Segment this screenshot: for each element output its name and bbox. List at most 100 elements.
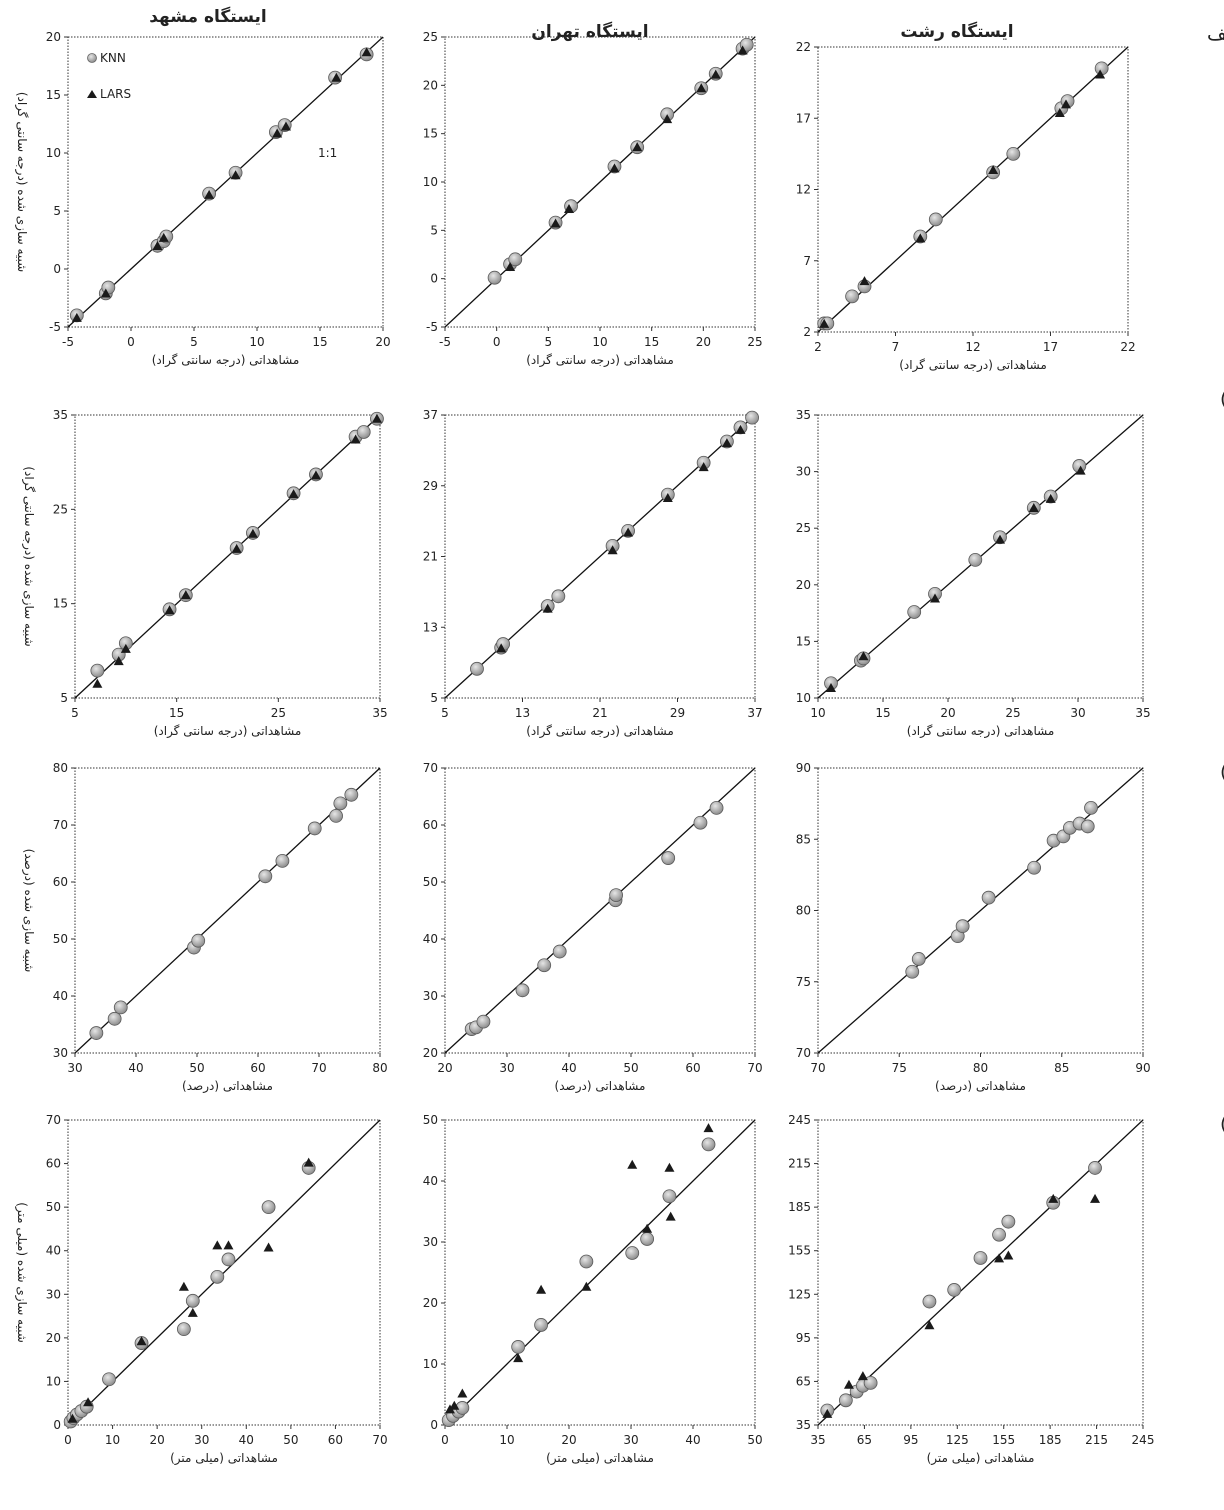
x-tick-label: 29 — [670, 706, 685, 720]
y-tick-label: 13 — [423, 620, 438, 634]
y-tick-label: 10 — [423, 1357, 438, 1371]
x-tick-label: 10 — [249, 335, 264, 349]
lars-point — [1090, 1193, 1101, 1203]
y-tick-label: 35 — [796, 1418, 811, 1432]
x-tick-label: 20 — [940, 706, 955, 720]
y-tick-label: 85 — [796, 832, 811, 846]
lars-point — [178, 1281, 189, 1291]
knn-point — [922, 1294, 937, 1309]
x-tick-label: 10 — [499, 1433, 514, 1447]
knn-point — [947, 1283, 962, 1297]
plot-area-border — [74, 767, 381, 1054]
x-tick-label: 50 — [747, 1433, 762, 1447]
x-axis-label: مشاهداتی (درصد) — [182, 1079, 273, 1094]
y-tick-label: 50 — [423, 1113, 438, 1127]
y-tick-label: 2 — [803, 325, 811, 339]
x-tick-label: 35 — [1135, 706, 1150, 720]
knn-point — [508, 252, 523, 267]
knn-point — [329, 808, 343, 823]
y-tick-label: 30 — [423, 1235, 438, 1249]
y-tick-label: 0 — [53, 1418, 61, 1432]
y-tick-label: 40 — [423, 1174, 438, 1188]
lars-point — [230, 170, 241, 180]
x-tick-label: 215 — [1085, 1433, 1108, 1447]
x-tick-label: 20 — [375, 335, 390, 349]
x-tick-label: 25 — [747, 335, 762, 349]
lars-point — [662, 493, 673, 503]
x-tick-label: 0 — [64, 1433, 72, 1447]
one-to-one-line — [817, 767, 1144, 1054]
lars-point — [120, 643, 131, 653]
knn-point — [344, 787, 359, 802]
y-tick-label: 245 — [788, 1113, 811, 1127]
row-label-d: د ) — [1220, 1113, 1224, 1135]
lars-point — [995, 534, 1005, 544]
knn-point — [185, 1293, 200, 1308]
knn-point — [662, 1189, 677, 1204]
lars-point — [371, 413, 382, 423]
lars-point — [204, 189, 215, 199]
one-to-one-line — [444, 767, 756, 1054]
y-tick-label: 20 — [796, 578, 811, 592]
y-tick-label: 155 — [788, 1244, 811, 1258]
x-tick-label: 30 — [623, 1433, 638, 1447]
x-tick-label: 10 — [105, 1433, 120, 1447]
lars-point — [915, 233, 926, 243]
lars-point — [735, 424, 746, 434]
y-tick-label: 35 — [796, 408, 811, 422]
lars-point — [288, 489, 299, 499]
chart-panel-c1: 30 40 50 60 70 80 30 40 50 60 70 80 مشاهداتی (درصد) ش… — [21, 761, 388, 1094]
knn-point — [113, 1000, 128, 1015]
row-label-b: ب ) — [1220, 388, 1224, 410]
lars-point — [994, 1253, 1005, 1263]
x-tick-label: 20 — [150, 1433, 165, 1447]
row-label-c: ج ) — [1220, 761, 1224, 783]
lars-point — [164, 605, 175, 615]
lars-point — [1048, 1193, 1059, 1203]
y-tick-label: 10 — [46, 1374, 61, 1388]
x-tick-label: 30 — [67, 1061, 82, 1075]
y-tick-label: 40 — [423, 932, 438, 946]
lars-point — [710, 69, 721, 79]
knn-point — [625, 1246, 640, 1260]
x-tick-label: 85 — [1054, 1061, 1069, 1075]
lars-point — [988, 164, 999, 174]
knn-point — [640, 1232, 655, 1246]
x-axis-label: مشاهداتی (درجه سانتی گراد) — [526, 724, 674, 739]
y-tick-label: 15 — [46, 88, 61, 102]
y-tick-label: 15 — [796, 634, 811, 648]
lars-point — [1061, 99, 1071, 109]
lars-point — [665, 1211, 676, 1221]
x-tick-label: 60 — [328, 1433, 343, 1447]
y-tick-label: 29 — [423, 479, 438, 493]
x-axis-label: مشاهداتی (درجه سانتی گراد) — [154, 724, 302, 739]
lars-point — [698, 462, 709, 472]
y-tick-label: 80 — [796, 904, 811, 918]
lars-point — [857, 1371, 868, 1381]
lars-point — [721, 438, 732, 448]
y-tick-label: 65 — [796, 1374, 811, 1388]
knn-point — [537, 958, 552, 973]
y-axis-label: شبیه سازی شده (درصد) — [21, 849, 36, 973]
chart-panel-d2: 0 10 20 30 40 50 0 10 20 30 40 50 مشاهداتی (میلی متر… — [423, 1113, 763, 1466]
lars-point — [822, 1408, 833, 1418]
knn-point — [258, 869, 273, 884]
knn-point — [515, 983, 530, 998]
x-tick-label: 20 — [437, 1061, 452, 1075]
lars-point — [136, 1336, 147, 1346]
y-tick-label: 30 — [46, 1287, 61, 1301]
lars-point — [1045, 493, 1056, 503]
y-tick-label: 95 — [796, 1331, 811, 1345]
station-title-tehran: ایستگاه تهران — [531, 21, 648, 42]
y-tick-label: 70 — [796, 1046, 811, 1060]
legend-lars-label: LARS — [100, 87, 131, 101]
y-tick-label: 40 — [53, 989, 68, 1003]
one-to-one-line — [444, 414, 756, 699]
knn-point — [1006, 146, 1021, 161]
lars-point — [607, 545, 618, 555]
lars-point — [247, 528, 258, 538]
x-tick-label: 60 — [250, 1061, 265, 1075]
x-tick-label: 30 — [499, 1061, 514, 1075]
chart-panel-a1: -5 0 5 10 15 20 -5 0 5 10 15 20 مشاهداتی (درجه سانتی… — [14, 30, 391, 368]
knn-point — [973, 1251, 988, 1265]
